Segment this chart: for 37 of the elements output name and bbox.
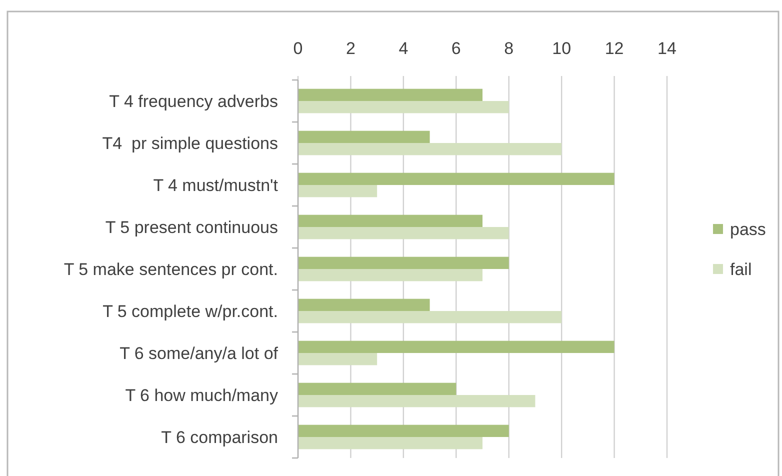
x-tick-label: 2 [346,38,356,58]
x-tick-label: 12 [604,38,624,58]
y-tick-label: T 4 frequency adverbs [109,92,278,111]
bar [298,340,614,353]
x-tick-label: 10 [552,38,572,58]
bar [298,101,509,114]
y-tick-label: T 5 make sentences pr cont. [64,260,278,279]
y-tick-label: T 6 comparison [161,428,278,447]
bar [298,437,482,450]
bar [298,269,482,282]
y-tick-label: T 6 how much/many [125,386,278,405]
bar [298,382,456,395]
bar [298,88,482,101]
x-tick-label: 6 [451,38,461,58]
bar [298,311,562,324]
bar [298,424,509,437]
y-tick-label: T 4 must/mustn't [153,176,278,195]
x-tick-label: 8 [504,38,514,58]
x-tick-label: 14 [658,38,676,58]
y-tick-label: T 5 complete w/pr.cont. [102,302,278,321]
bar [298,143,562,156]
bar [298,130,430,143]
x-tick-label: 4 [398,38,408,58]
bar [298,214,482,227]
y-tick-label: T 6 some/any/a lot of [120,344,278,363]
bar [298,172,614,185]
bar [298,298,430,311]
x-tick-label: 0 [293,38,303,58]
y-tick-label: T 5 present continuous [105,218,278,237]
bar [298,185,378,198]
bar [298,256,509,269]
legend-label: fail [730,260,752,279]
bar [298,395,536,408]
y-tick-label: T4 pr simple questions [102,134,278,153]
legend-label: pass [730,220,766,239]
bar [298,227,509,240]
bar [298,353,378,366]
